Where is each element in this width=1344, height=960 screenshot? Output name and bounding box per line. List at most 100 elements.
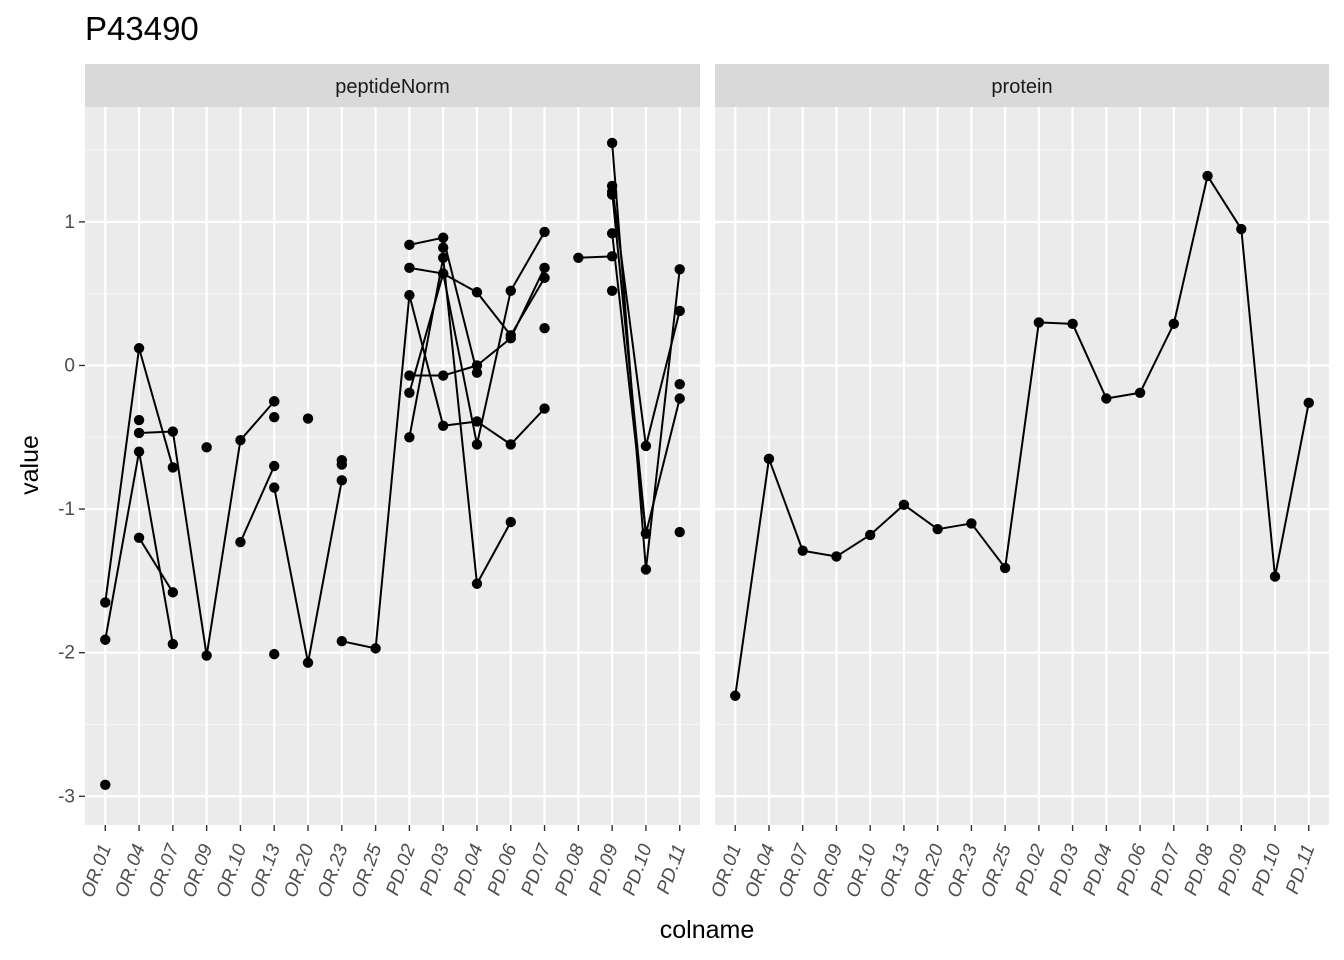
x-tick-label: OR.25 [348, 841, 387, 900]
x-tick-label: OR.10 [213, 841, 252, 900]
data-point [404, 239, 415, 251]
data-point [471, 360, 483, 371]
series-line-segment [644, 398, 681, 534]
series-line-segment [1274, 402, 1310, 577]
data-point [898, 499, 910, 510]
series-line-segment [903, 503, 939, 530]
facet-strip [715, 64, 1329, 107]
data-point [505, 285, 516, 297]
x-tick-label: PD.03 [416, 841, 454, 898]
series-line-segment [510, 407, 546, 446]
data-point [505, 516, 516, 528]
data-point [539, 403, 550, 414]
data-point [437, 232, 449, 243]
series-line-segment [1106, 391, 1141, 400]
data-point [404, 289, 415, 301]
series-line-segment [307, 480, 343, 663]
data-point [167, 462, 179, 473]
x-tick-label: PD.06 [484, 841, 522, 898]
series-line-segment [442, 272, 478, 294]
series-line-segment [408, 294, 445, 427]
series-1 [100, 180, 685, 608]
data-point [269, 411, 280, 423]
x-tick-label: PD.02 [382, 841, 420, 898]
series-line-segment [476, 291, 512, 336]
series-line-segment [374, 295, 411, 649]
data-point [133, 343, 145, 354]
series-line-segment [835, 534, 871, 558]
data-point [437, 370, 449, 381]
data-point [1303, 397, 1314, 409]
data-point [606, 137, 618, 149]
data-point [167, 638, 179, 650]
data-point [269, 482, 280, 493]
data-point [404, 370, 415, 381]
data-point [404, 262, 415, 274]
data-point [640, 440, 652, 452]
data-point [133, 532, 145, 543]
series-line-segment [476, 420, 512, 446]
data-point [797, 545, 808, 556]
series-line-segment [611, 233, 647, 534]
data-point [201, 650, 212, 661]
series-line-segment [644, 310, 681, 447]
data-point [404, 387, 415, 398]
series-line-segment [509, 277, 546, 336]
data-point [133, 414, 145, 426]
series-line-segment [476, 521, 512, 585]
data-point [640, 564, 652, 575]
x-tick-label: OR.09 [179, 841, 218, 900]
data-point [999, 562, 1011, 574]
series-line-segment [1240, 228, 1277, 577]
series-line-segment [409, 236, 444, 246]
data-point [674, 264, 685, 275]
data-point [302, 657, 314, 668]
data-point [1168, 318, 1180, 330]
x-tick-label: OR.01 [707, 842, 746, 901]
data-point [336, 635, 348, 647]
series-line-segment [734, 458, 770, 696]
series-line-segment [409, 266, 444, 275]
data-point [1101, 393, 1112, 404]
data-point [269, 396, 280, 407]
data-point [437, 252, 449, 263]
x-tick-label: OR.09 [809, 841, 848, 900]
series-4 [133, 228, 652, 661]
x-tick-label: PD.08 [551, 841, 589, 898]
x-tick-label: PD.08 [1180, 841, 1218, 898]
data-point [133, 427, 145, 439]
data-point [831, 551, 842, 562]
data-point [133, 446, 145, 457]
data-point [100, 597, 111, 608]
data-point [966, 518, 977, 529]
x-tick-label: PD.09 [1214, 841, 1252, 898]
data-point [336, 455, 348, 466]
data-point [471, 287, 483, 298]
series-line-segment [937, 522, 972, 531]
data-point [404, 432, 415, 443]
y-tick-label: -3 [58, 786, 75, 807]
x-tick-label: OR.10 [842, 841, 881, 900]
y-tick-label: -1 [58, 499, 75, 520]
series-line-segment [644, 269, 681, 570]
series-line-segment [442, 273, 478, 445]
series-line-segment [1038, 321, 1073, 325]
data-point [640, 528, 652, 539]
series-line-segment [442, 257, 478, 584]
data-point [269, 648, 280, 660]
x-tick-label: OR.13 [876, 841, 915, 900]
y-tick-label: 1 [64, 212, 75, 233]
data-point [235, 434, 246, 446]
data-point [437, 420, 449, 431]
x-tick-label: PD.04 [450, 842, 488, 899]
series-line-segment [408, 273, 445, 394]
data-point [573, 252, 584, 263]
series-line-segment [104, 451, 141, 640]
data-point [471, 439, 483, 450]
series-10 [269, 526, 685, 660]
series-1 [730, 170, 1314, 701]
series-line-segment [171, 431, 208, 656]
series-line-segment [139, 430, 173, 434]
series-line-segment [970, 522, 1006, 569]
